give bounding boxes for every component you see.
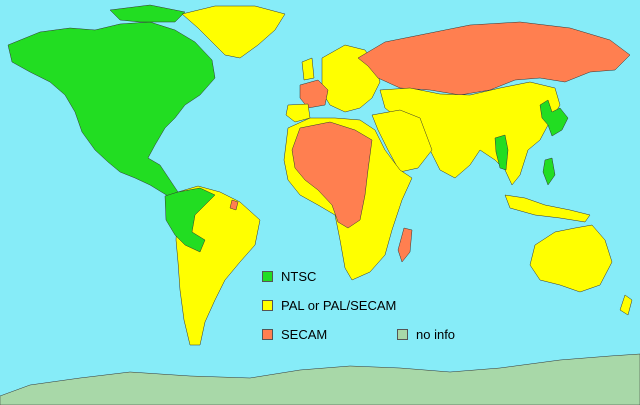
legend-no-info: no info [397,327,455,342]
canadian-arctic-islands [109,4,186,23]
legend-pal: PAL or PAL/SECAM [262,298,396,313]
legend-no-info-label: no info [416,327,456,342]
russia [357,21,631,96]
french-guiana [229,199,239,211]
burma [494,134,509,171]
legend-secam: SECAM [262,327,327,342]
philippines [542,157,556,186]
legend-secam-swatch [262,329,273,340]
legend-pal-label: PAL or PAL/SECAM [281,298,397,313]
legend-ntsc: NTSC [262,269,316,284]
australia [529,224,613,293]
middle-east [371,109,433,173]
legend-ntsc-label: NTSC [281,269,317,284]
legend-pal-swatch [262,300,273,311]
greenland [181,5,286,59]
legend-no-info-swatch [397,329,408,340]
antarctica [0,353,640,405]
legend-secam-label: SECAM [281,327,328,342]
africa-secam [291,121,373,229]
south-america-ntsc [164,187,216,253]
indonesia [504,194,591,223]
japan-korea [539,99,569,137]
madagascar [397,227,413,263]
south-america-pal [175,185,261,346]
legend-ntsc-swatch [262,271,273,282]
north-america-ntsc [7,21,216,197]
uk [301,57,315,81]
iberia [285,103,311,123]
france [299,79,329,109]
new-zealand [619,294,633,316]
